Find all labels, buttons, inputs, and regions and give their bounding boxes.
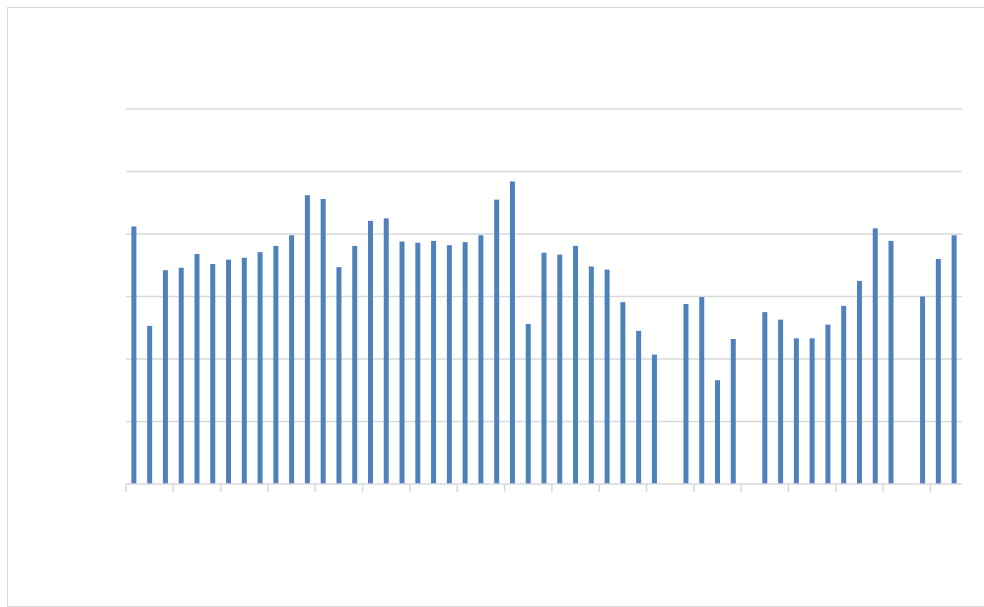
bar [352, 245, 358, 485]
bar [383, 218, 389, 485]
bar [620, 302, 626, 485]
bar [730, 339, 736, 484]
bar [415, 242, 421, 484]
bar [494, 199, 500, 485]
bar [699, 297, 705, 485]
bar [226, 259, 232, 485]
bar [431, 240, 437, 485]
bar [888, 240, 894, 485]
bar [241, 257, 247, 484]
bar [935, 259, 941, 484]
bar [793, 338, 799, 485]
bar [320, 199, 326, 484]
bar [446, 245, 452, 484]
bar [525, 324, 531, 484]
bar [762, 312, 768, 485]
bar [257, 252, 263, 484]
bar [809, 338, 815, 485]
bar [178, 267, 184, 484]
bar [636, 330, 642, 485]
bar [162, 270, 168, 484]
x-axis [125, 483, 962, 492]
bar [304, 195, 310, 484]
bar [557, 254, 563, 485]
bar [841, 305, 847, 485]
bars [131, 181, 957, 485]
bar [509, 181, 515, 484]
bar [367, 220, 373, 485]
bar [462, 242, 468, 485]
bar [210, 264, 216, 484]
bar [951, 235, 957, 484]
bar [651, 354, 657, 485]
bar [194, 254, 200, 484]
bar [588, 266, 594, 484]
bar [336, 267, 342, 485]
bar [289, 235, 295, 484]
bar [573, 245, 579, 485]
bar [147, 325, 153, 485]
bar [131, 226, 137, 484]
bar [856, 280, 862, 485]
bar [778, 319, 784, 485]
bar [604, 269, 610, 485]
bar [273, 245, 279, 485]
bar [920, 296, 926, 484]
bar [872, 228, 878, 485]
bar [683, 304, 689, 484]
bar [478, 235, 484, 484]
bar [399, 241, 405, 484]
bar [715, 380, 721, 484]
bar [825, 324, 831, 485]
bar [541, 252, 547, 484]
